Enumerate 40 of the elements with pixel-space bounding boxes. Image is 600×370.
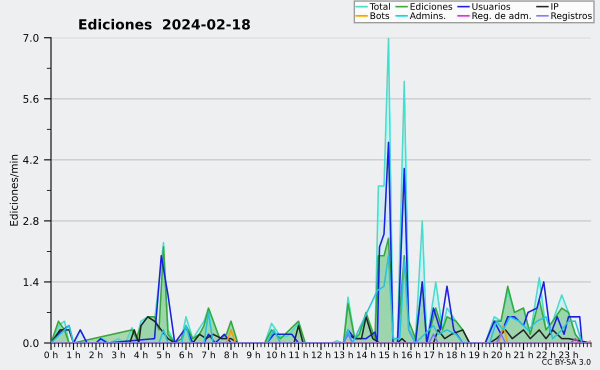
x-tick-label: 14 h <box>356 351 376 358</box>
y-tick-label: 4.2 <box>23 156 38 164</box>
legend-label: Reg. de adm. <box>472 12 531 21</box>
legend-label: Registros <box>551 12 592 21</box>
legend-label: IP <box>551 3 558 10</box>
x-tick-label: 20 h <box>492 351 510 358</box>
x-tick-label: 15 h <box>379 351 398 358</box>
legend-label: Bots <box>370 12 390 20</box>
legend-label: Total <box>370 2 390 10</box>
y-tick-label: 7.0 <box>23 34 39 42</box>
x-tick-label: 23 h <box>559 351 578 358</box>
y-tick-label: 5.6 <box>23 95 39 103</box>
y-tick-label: 2.8 <box>23 217 38 225</box>
y-tick-label: 1.4 <box>24 278 39 286</box>
x-tick-label: 13 h <box>334 351 353 358</box>
x-tick-label: 4 h <box>134 351 148 358</box>
legend-label: Admins. <box>410 12 446 20</box>
x-tick-label: 6 h <box>179 351 192 358</box>
x-tick-label: 12 h <box>312 351 330 358</box>
x-tick-label: 0 h <box>44 351 58 358</box>
y-axis-title: Ediciones/min <box>10 154 19 226</box>
legend-label: Ediciones <box>410 2 452 10</box>
x-tick-label: 7 h <box>202 351 215 358</box>
x-tick-label: 21 h <box>514 351 533 358</box>
x-tick-label: 2 h <box>89 351 102 358</box>
x-tick-label: 19 h <box>469 351 488 358</box>
x-tick-label: 9 h <box>246 351 260 358</box>
x-tick-label: 10 h <box>266 351 286 358</box>
y-tick-label: 0.0 <box>23 339 39 348</box>
x-tick-label: 17 h <box>424 351 443 358</box>
x-tick-label: 16 h <box>402 351 420 358</box>
legend-label: Usuarios <box>472 2 510 10</box>
x-tick-label: 3 h <box>112 351 125 358</box>
x-tick-label: 8 h <box>224 351 238 358</box>
x-tick-label: 22 h <box>536 351 556 358</box>
chart-title: Ediciones 2024-02-18 <box>79 18 250 30</box>
x-tick-label: 1 h <box>67 351 80 358</box>
x-tick-label: 11 h <box>289 351 308 358</box>
x-tick-label: 5 h <box>157 351 170 358</box>
x-tick-label: 18 h <box>446 351 466 358</box>
